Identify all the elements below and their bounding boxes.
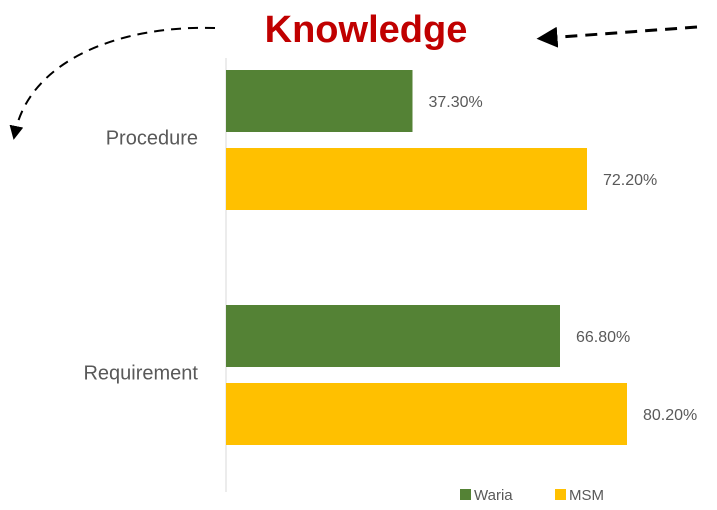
arrow	[536, 25, 698, 48]
value-label: 66.80%	[576, 329, 630, 346]
arrow	[9, 26, 216, 140]
bar	[226, 148, 587, 210]
chart-title: Knowledge	[265, 9, 468, 51]
category-label: Procedure	[106, 127, 198, 149]
value-label: 37.30%	[429, 94, 483, 111]
legend-swatch	[460, 489, 471, 500]
legend-swatch	[555, 489, 566, 500]
category-label: Requirement	[83, 362, 198, 384]
value-label: 80.20%	[643, 407, 697, 424]
bar	[226, 305, 560, 367]
value-label: 72.20%	[603, 172, 657, 189]
legend-label: MSM	[569, 487, 604, 504]
bar	[226, 383, 627, 445]
legend-label: Waria	[474, 487, 513, 504]
bar	[226, 70, 413, 132]
